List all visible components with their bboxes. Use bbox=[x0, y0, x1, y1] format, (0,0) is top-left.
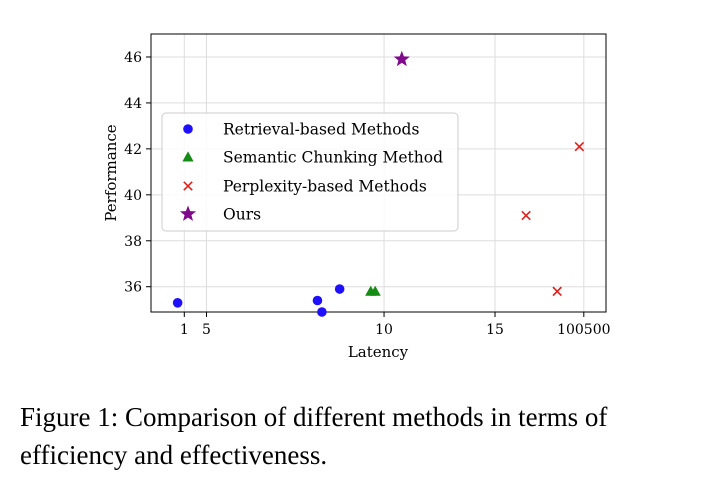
data-point-star bbox=[393, 50, 410, 67]
y-tick-label: 46 bbox=[124, 50, 142, 66]
data-point-circle bbox=[312, 295, 323, 306]
legend-label: Retrieval-based Methods bbox=[223, 121, 419, 139]
legend-marker-triangle bbox=[182, 151, 194, 162]
scatter-chart: 36 38 40 42 44 46 1 5 10 15 100500 Latency Perfor… bbox=[102, 33, 611, 361]
data-point-x bbox=[552, 286, 562, 297]
x-ticks: 1 5 10 15 100500 bbox=[180, 312, 611, 338]
data-point-x bbox=[521, 210, 531, 221]
legend-marker-star bbox=[179, 205, 197, 221]
data-point-x bbox=[574, 141, 585, 152]
figure-caption: Figure 1: Comparison of different method… bbox=[20, 402, 608, 470]
y-axis-label: Performance bbox=[102, 124, 120, 221]
x-tick-label: 10 bbox=[375, 322, 393, 338]
data-point-circle bbox=[172, 298, 183, 308]
x-tick-label: 15 bbox=[486, 322, 504, 338]
x-tick-label: 1 bbox=[180, 322, 189, 338]
legend-marker-circle bbox=[183, 124, 193, 134]
legend-label: Semantic Chunking Method bbox=[223, 149, 443, 167]
x-tick-label: 100500 bbox=[557, 322, 610, 338]
y-tick-label: 42 bbox=[124, 142, 142, 158]
x-axis-label: Latency bbox=[348, 343, 409, 361]
data-point-circle bbox=[317, 307, 327, 317]
legend-box bbox=[161, 112, 459, 232]
data-point-circle bbox=[334, 284, 345, 294]
data-points bbox=[172, 50, 585, 317]
y-tick-label: 36 bbox=[124, 280, 142, 296]
legend-label: Perplexity-based Methods bbox=[223, 178, 427, 196]
x-tick-label: 5 bbox=[202, 322, 211, 338]
plot-frame bbox=[150, 33, 607, 313]
legend-marker-x bbox=[183, 181, 193, 191]
y-tick-label: 44 bbox=[124, 96, 142, 112]
legend: Retrieval-based Methods Semantic Chunking… bbox=[161, 112, 459, 232]
y-tick-label: 40 bbox=[124, 188, 142, 204]
y-tick-label: 38 bbox=[124, 234, 142, 250]
y-ticks: 36 38 40 42 44 46 bbox=[124, 50, 151, 296]
legend-label: Ours bbox=[223, 206, 261, 224]
data-point-triangle bbox=[369, 285, 381, 296]
